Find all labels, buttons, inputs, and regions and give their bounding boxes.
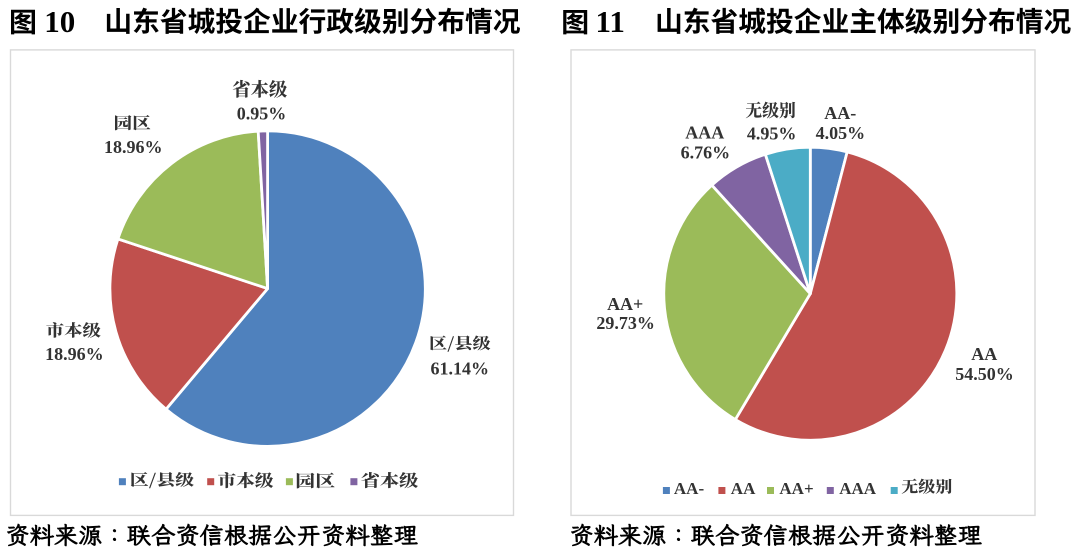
svg-text:AA-: AA- — [824, 103, 856, 123]
svg-text:AA: AA — [971, 344, 997, 364]
svg-text:4.95%: 4.95% — [747, 124, 797, 144]
svg-text:AAA: AAA — [839, 479, 877, 498]
svg-text:10: 10 — [44, 4, 75, 39]
svg-text:AAA: AAA — [685, 122, 724, 142]
svg-text:18.96%: 18.96% — [45, 344, 104, 364]
svg-text:61.14%: 61.14% — [431, 358, 490, 378]
svg-text:11: 11 — [596, 4, 625, 39]
svg-text:0.95%: 0.95% — [237, 103, 287, 123]
svg-text:6.76%: 6.76% — [681, 143, 731, 163]
svg-text:AA: AA — [731, 479, 756, 498]
svg-text:29.73%: 29.73% — [596, 313, 655, 333]
svg-text:54.50%: 54.50% — [955, 364, 1014, 384]
svg-text:4.05%: 4.05% — [816, 123, 866, 143]
svg-text:AA+: AA+ — [607, 294, 643, 314]
svg-text:18.96%: 18.96% — [104, 137, 163, 157]
svg-text:AA+: AA+ — [779, 479, 813, 498]
svg-text:AA-: AA- — [674, 479, 705, 498]
